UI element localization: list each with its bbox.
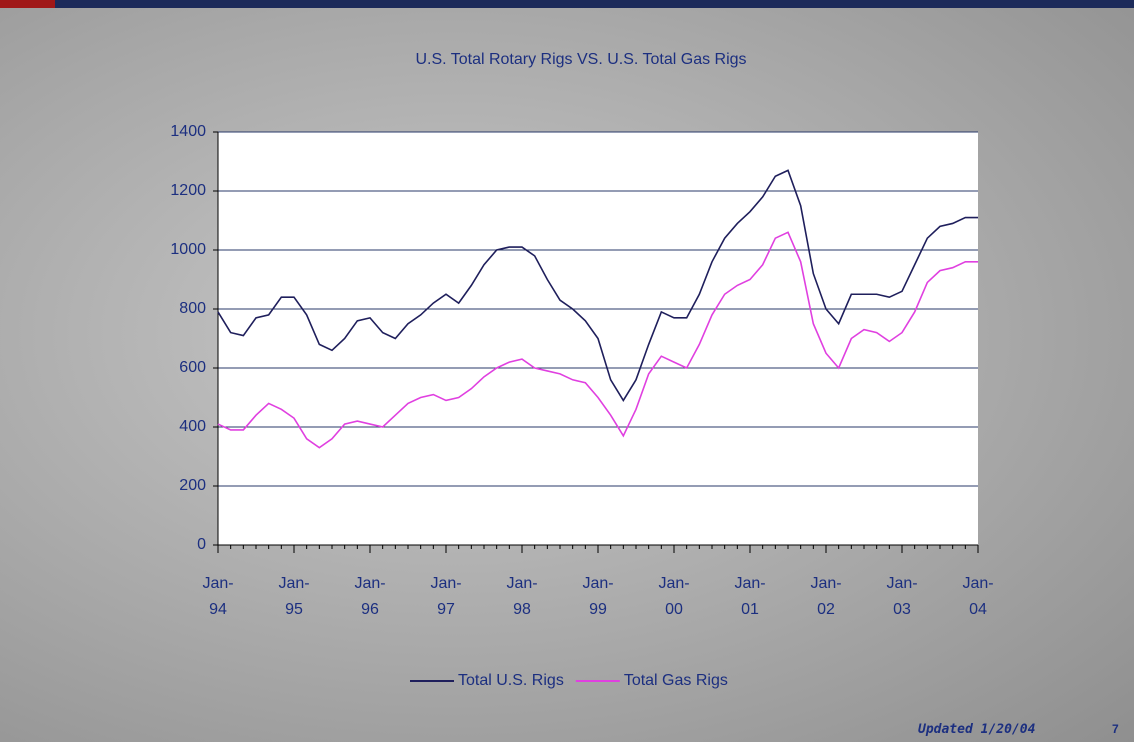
x-tick-label: Jan-04 [962, 575, 994, 618]
x-tick-label: Jan-00 [658, 575, 690, 618]
series-line [217, 231, 978, 449]
y-tick-label: 1000 [170, 241, 206, 258]
x-tick-label: Jan-97 [430, 575, 462, 618]
x-tick-label: Jan-03 [886, 575, 918, 618]
series-line [217, 169, 978, 402]
updated-note: Updated 1/20/04 [918, 722, 1036, 737]
y-tick-label: 800 [179, 300, 206, 317]
y-tick-label: 600 [179, 359, 206, 376]
x-tick-label: Jan-94 [202, 575, 234, 618]
chart-title: U.S. Total Rotary Rigs VS. U.S. Total Ga… [415, 51, 746, 68]
y-tick-label: 400 [179, 418, 206, 435]
x-tick-label: Jan-01 [734, 575, 766, 618]
y-tick-label: 0 [197, 536, 206, 553]
page-number: 7 [1112, 722, 1119, 736]
y-tick-label: 200 [179, 477, 206, 494]
x-tick-label: Jan-96 [354, 575, 386, 618]
y-tick-label: 1200 [170, 182, 206, 199]
x-tick-label: Jan-98 [506, 575, 538, 618]
x-tick-label: Jan-02 [810, 575, 842, 618]
x-tick-label: Jan-99 [582, 575, 614, 618]
legend-label: Total Gas Rigs [624, 672, 728, 689]
top-bar [0, 0, 1134, 8]
y-tick-label: 1400 [170, 123, 206, 140]
x-tick-label: Jan-95 [278, 575, 310, 618]
legend-label: Total U.S. Rigs [458, 672, 564, 689]
top-accent [0, 0, 55, 8]
